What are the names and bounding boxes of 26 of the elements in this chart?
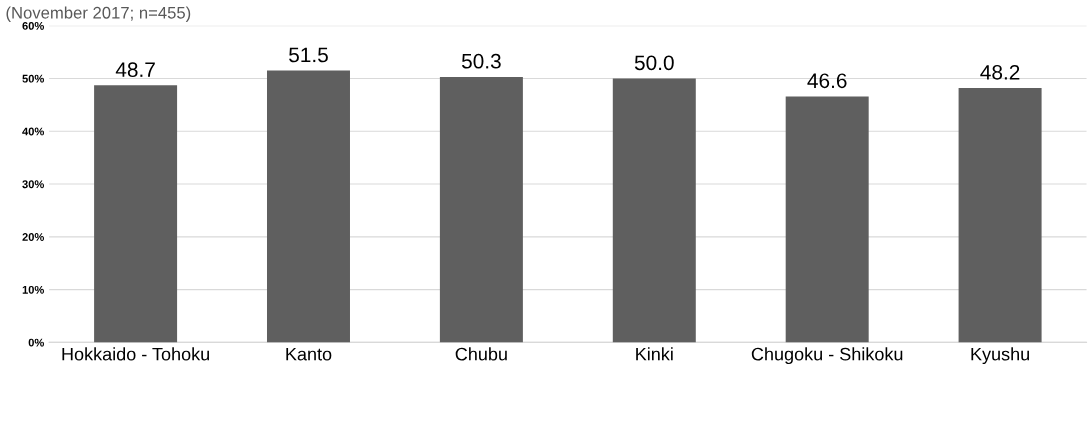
y-tick-label: 40% bbox=[22, 127, 44, 136]
data-label: 48.7 bbox=[115, 62, 155, 78]
bar bbox=[439, 76, 523, 343]
x-tick-label: Chubu bbox=[455, 347, 507, 361]
data-label: 51.5 bbox=[289, 47, 328, 63]
bar bbox=[785, 96, 869, 343]
data-label: 46.6 bbox=[807, 73, 847, 89]
data-label: 50.0 bbox=[634, 55, 674, 71]
x-tick-label: Kanto bbox=[286, 347, 332, 361]
x-tick-label: Chugoku - Shikoku bbox=[751, 347, 903, 365]
y-tick-label: 60% bbox=[22, 21, 44, 30]
chart-subtitle: (November 2017; n=455) bbox=[6, 6, 191, 22]
data-label: 50.3 bbox=[461, 53, 501, 69]
x-tick-label: Kyushu bbox=[971, 347, 1029, 365]
data-label: 48.2 bbox=[980, 64, 1020, 80]
y-tick-label: 10% bbox=[22, 285, 44, 294]
y-tick-label: 30% bbox=[22, 180, 44, 189]
y-tick-label: 20% bbox=[22, 233, 44, 241]
x-tick-label: Hokkaido - Tohoku bbox=[62, 347, 209, 361]
bar bbox=[266, 70, 350, 343]
bar bbox=[612, 78, 696, 343]
y-tick-label: 50% bbox=[22, 74, 44, 83]
x-tick-label: Kinki bbox=[636, 347, 673, 361]
bar bbox=[94, 85, 178, 343]
bar bbox=[958, 87, 1042, 343]
y-tick-label: 0% bbox=[28, 338, 44, 347]
